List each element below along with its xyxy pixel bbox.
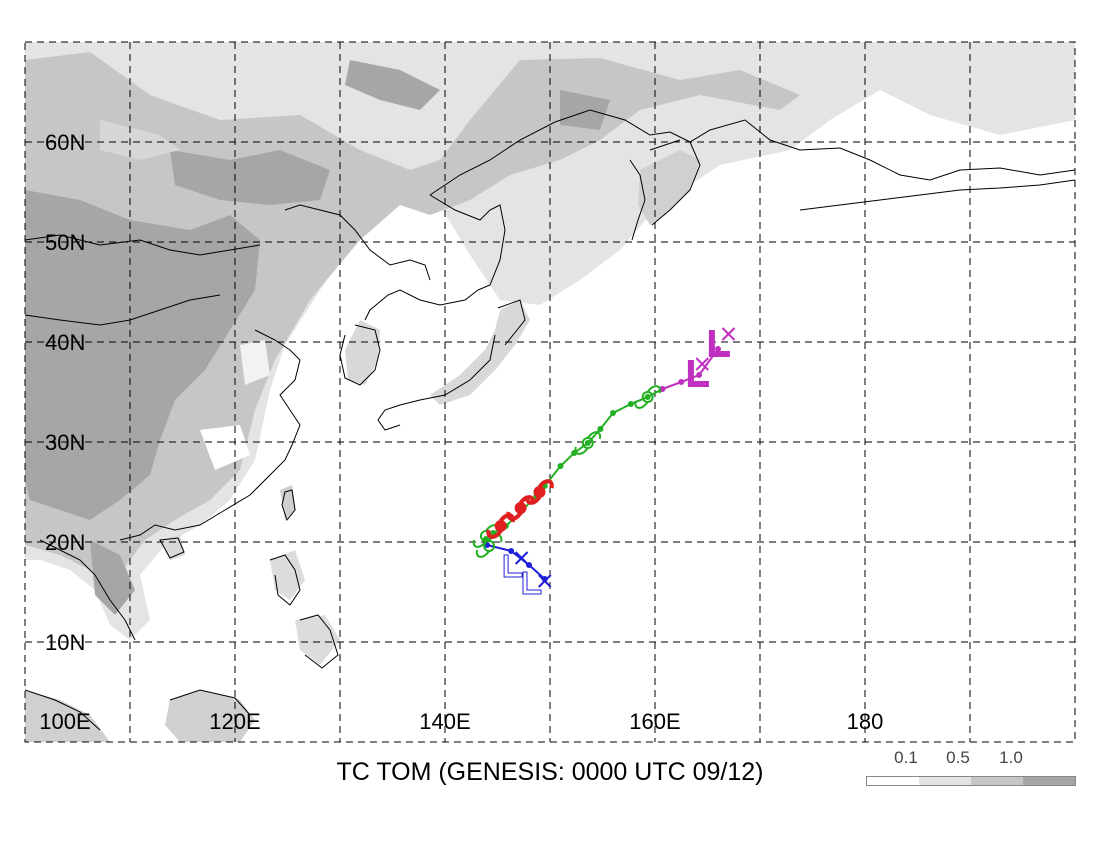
track-point (715, 346, 721, 352)
storm-track (472, 327, 736, 595)
tropical-storm-icon (634, 385, 661, 409)
lat-label: 50N (45, 230, 85, 255)
track-point (597, 426, 604, 432)
x-marker-icon (721, 327, 736, 341)
track-point (557, 463, 564, 469)
track-point (627, 401, 634, 407)
legend-swatch (1023, 777, 1075, 785)
legend-tick: 1.0 (999, 748, 1023, 767)
lat-label: 10N (45, 630, 85, 655)
legend-tick: 0.1 (894, 748, 918, 767)
lat-label: 60N (45, 130, 85, 155)
track-point (508, 548, 515, 554)
track-point (644, 394, 651, 400)
legend-swatch (971, 777, 1023, 785)
lat-label: 40N (45, 330, 85, 355)
map-title: TC TOM (GENESIS: 0000 UTC 09/12) (336, 758, 764, 786)
track-point (696, 372, 703, 378)
lon-label: 120E (209, 709, 260, 734)
lon-label: 140E (419, 709, 470, 734)
x-marker-icon (538, 574, 552, 588)
legend-tick: 0.5 (946, 748, 970, 767)
map-frame (24, 41, 1076, 743)
legend-swatch (919, 777, 971, 785)
legend-swatch (867, 777, 919, 785)
blue-track-line (486, 544, 546, 580)
x-marker-icon (514, 551, 529, 565)
coastlines (25, 109, 1075, 731)
green-track-line (485, 388, 663, 540)
tropical-storm-icon (506, 495, 535, 521)
l-marker-icon (522, 571, 542, 595)
lat-label: 30N (45, 430, 85, 455)
lon-label: 180 (847, 709, 884, 734)
track-point (584, 440, 591, 446)
longitude-labels: 100E 120E 140E 160E 180 (39, 709, 883, 734)
l-marker-icon (708, 330, 730, 357)
lon-label: 160E (629, 709, 680, 734)
shading-legend: 0.1 0.5 1.0 (866, 748, 1076, 788)
l-marker-icon (503, 554, 523, 578)
latitude-labels: 60N 50N 40N 30N 20N 10N (45, 130, 85, 655)
track-point (610, 410, 616, 416)
legend-color-bar (866, 776, 1076, 786)
terrain-shading (25, 42, 1075, 742)
lat-label: 20N (45, 530, 85, 555)
x-marker-icon (695, 357, 709, 371)
lon-label: 100E (39, 709, 90, 734)
l-marker-icon (687, 360, 709, 387)
tropical-storm-icon (574, 431, 602, 455)
tropical-storm-icon (525, 479, 554, 505)
track-point (678, 379, 685, 385)
